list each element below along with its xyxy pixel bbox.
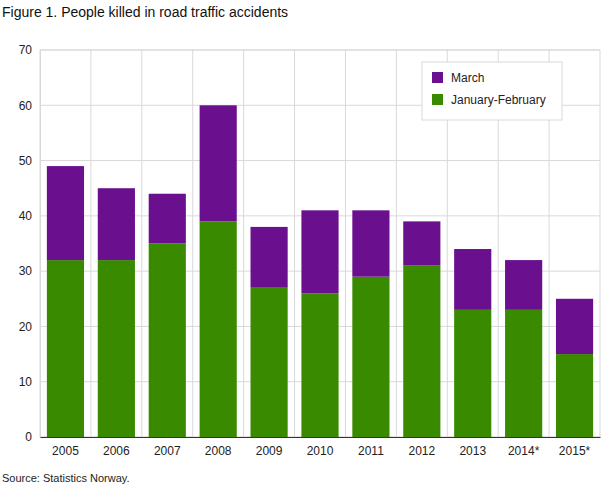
x-tick-label: 2007 bbox=[154, 444, 181, 458]
category-separator bbox=[243, 50, 244, 437]
x-tick: 2010 bbox=[307, 437, 334, 458]
bar bbox=[200, 105, 237, 221]
bar bbox=[403, 266, 440, 437]
grid-line bbox=[40, 50, 600, 51]
x-tick: 2012 bbox=[408, 437, 435, 458]
series bbox=[47, 105, 593, 354]
y-tick: 60 bbox=[19, 99, 40, 113]
legend-item: January-February bbox=[432, 93, 546, 107]
category-separator bbox=[345, 50, 346, 437]
x-tick: 2015* bbox=[559, 437, 591, 458]
x-tick-label: 2013 bbox=[459, 444, 486, 458]
x-tick: 2011 bbox=[358, 437, 384, 458]
bar bbox=[556, 299, 593, 354]
category-separator bbox=[294, 50, 295, 437]
legend-box bbox=[422, 62, 562, 120]
legend-swatch bbox=[432, 94, 443, 105]
title: Figure 1. People killed in road traffic … bbox=[2, 4, 288, 20]
bar bbox=[251, 227, 288, 288]
x-tick-label: 2005 bbox=[52, 444, 79, 458]
plot: 0102030405060702005200620072008200920102… bbox=[19, 43, 601, 457]
y-tick-label: 50 bbox=[19, 154, 33, 168]
bar bbox=[505, 310, 542, 437]
y-tick: 50 bbox=[19, 154, 40, 168]
y-tick: 30 bbox=[19, 264, 40, 278]
category-separator bbox=[192, 50, 193, 437]
category-separator bbox=[90, 50, 91, 437]
x-tick-label: 2008 bbox=[205, 444, 232, 458]
y-axis: 0 10 20 30 40 50 60 70 bbox=[19, 43, 41, 444]
bar bbox=[200, 221, 237, 437]
x-axis-line bbox=[41, 437, 601, 438]
x-tick-label: 2015* bbox=[559, 444, 591, 458]
bar bbox=[98, 188, 135, 260]
x-tick: 2013 bbox=[459, 437, 486, 458]
grid-line bbox=[40, 160, 600, 161]
bars bbox=[47, 105, 593, 437]
x-tick: 2008 bbox=[205, 437, 232, 458]
bar bbox=[47, 166, 84, 260]
bar bbox=[98, 260, 135, 437]
x-tick: 2006 bbox=[103, 437, 130, 458]
y-tick: 0 bbox=[25, 430, 40, 444]
bar bbox=[403, 221, 440, 265]
bar bbox=[454, 310, 491, 437]
x-tick-label: 2012 bbox=[408, 444, 435, 458]
bar bbox=[352, 210, 389, 276]
y-tick: 20 bbox=[19, 320, 40, 334]
legend: March January-February bbox=[422, 62, 562, 120]
bar bbox=[352, 277, 389, 437]
bar bbox=[505, 260, 542, 310]
x-tick: 2009 bbox=[256, 437, 283, 458]
y-tick-label: 40 bbox=[19, 209, 33, 223]
x-tick: 2007 bbox=[154, 437, 181, 458]
category-separator bbox=[396, 50, 397, 437]
bar bbox=[301, 293, 338, 437]
y-tick-label: 20 bbox=[19, 320, 33, 334]
bar bbox=[251, 288, 288, 437]
x-tick-label: 2011 bbox=[358, 444, 384, 458]
y-tick: 40 bbox=[19, 209, 40, 223]
y-tick-label: 60 bbox=[19, 99, 33, 113]
y-tick-label: 0 bbox=[25, 430, 32, 444]
x-tick-label: 2009 bbox=[256, 444, 283, 458]
x-tick-label: 2014* bbox=[508, 444, 540, 458]
x-axis: 2005 2006 2007 2008 2009 2010 2011 2012 2013 2014… bbox=[41, 437, 601, 458]
bar bbox=[301, 210, 338, 293]
bar bbox=[47, 260, 84, 437]
bar bbox=[149, 244, 186, 438]
category-separator bbox=[141, 50, 142, 437]
legend-label: March bbox=[451, 71, 484, 85]
grid bbox=[40, 50, 600, 437]
bar bbox=[454, 249, 491, 310]
bar bbox=[149, 194, 186, 244]
legend-swatch bbox=[432, 72, 443, 83]
legend-item: March bbox=[432, 71, 484, 85]
x-tick-label: 2006 bbox=[103, 444, 130, 458]
legend-label: January-February bbox=[451, 93, 546, 107]
x-tick: 2014* bbox=[508, 437, 540, 458]
x-tick: 2005 bbox=[52, 437, 79, 458]
y-axis-line bbox=[40, 51, 41, 438]
y-tick: 10 bbox=[19, 375, 40, 389]
y-tick-label: 30 bbox=[19, 264, 33, 278]
bar bbox=[556, 354, 593, 437]
y-tick: 70 bbox=[19, 43, 40, 57]
y-tick-label: 10 bbox=[19, 375, 33, 389]
source: Source: Statistics Norway. bbox=[2, 472, 130, 484]
chart: Figure 1. People killed in road traffic … bbox=[0, 0, 608, 488]
x-tick-label: 2010 bbox=[307, 444, 334, 458]
plot-frame bbox=[40, 50, 600, 437]
y-tick-label: 70 bbox=[19, 43, 33, 57]
